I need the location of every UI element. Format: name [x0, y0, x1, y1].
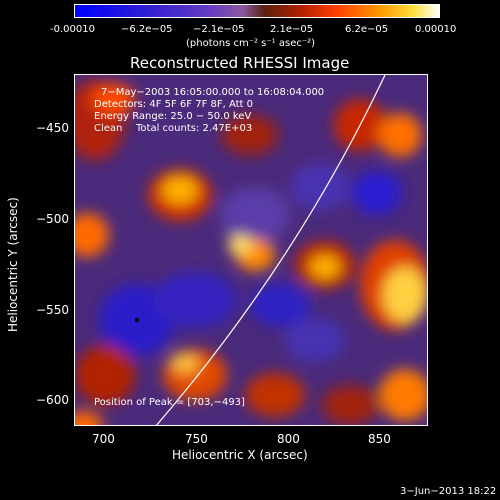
y-tick-label: −550	[36, 303, 69, 317]
time-range-text: 7−May−2003 16:05:00.000 to 16:08:04.000	[101, 87, 325, 98]
y-tick-label: −600	[36, 393, 69, 407]
rhessi-image	[75, 75, 427, 425]
generation-date: 3−Jun−2013 18:22	[400, 486, 497, 497]
image-plot	[74, 74, 428, 426]
colorbar-tick-1: -0.00010	[50, 24, 95, 35]
algorithm-text: Clean	[94, 123, 123, 134]
colorbar-unit: (photons cm⁻² s⁻¹ asec⁻²)	[186, 38, 316, 49]
colorbar-tick-2: −6.2e−05	[121, 24, 173, 35]
energy-range-text: Energy Range: 25.0 − 50.0 keV	[94, 111, 252, 122]
colorbar-tick-3: −2.1e−05	[193, 24, 245, 35]
peak-marker	[135, 318, 139, 322]
colorbar-tick-5: 6.2e−05	[345, 24, 389, 35]
y-axis-label: Heliocentric Y (arcsec)	[6, 197, 20, 332]
plot-title: Reconstructed RHESSI Image	[130, 54, 350, 72]
total-counts-text: Total counts: 2.47E+03	[136, 123, 253, 134]
y-tick-label: −450	[36, 121, 69, 135]
colorbar-tick-6: 0.00010	[415, 24, 457, 35]
y-tick-label: −500	[36, 212, 69, 226]
peak-position-text: Position of Peak = [703,−493]	[94, 397, 245, 408]
detectors-text: Detectors: 4F 5F 6F 7F 8F, Att 0	[94, 99, 254, 110]
solar-limb-line	[155, 75, 386, 425]
x-tick-label: 800	[277, 432, 300, 446]
x-tick-label: 850	[368, 432, 391, 446]
x-tick-label: 700	[92, 432, 115, 446]
colorbar-tick-4: 2.1e−05	[270, 24, 314, 35]
colorbar	[74, 4, 440, 18]
x-axis-label: Heliocentric X (arcsec)	[172, 448, 308, 462]
x-tick-label: 750	[185, 432, 208, 446]
